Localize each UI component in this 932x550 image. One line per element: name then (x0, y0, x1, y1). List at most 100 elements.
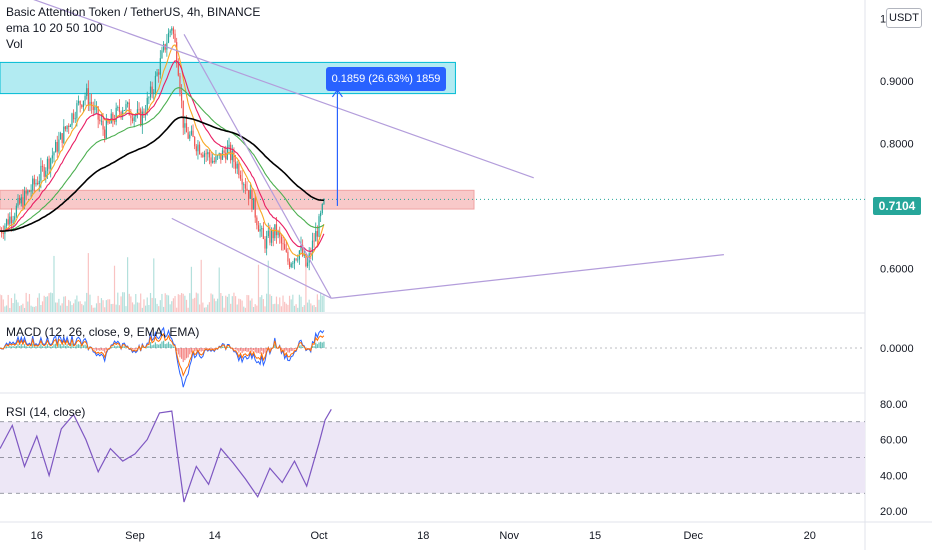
chart-title: Basic Attention Token / TetherUS, 4h, BI… (6, 5, 261, 19)
ema-legend[interactable]: ema 10 20 50 100 (6, 21, 103, 35)
candle-body (64, 126, 67, 130)
macd-histogram-bar (226, 346, 228, 348)
volume-bar (197, 293, 199, 312)
candle-body (146, 97, 148, 114)
macd-histogram-bar (202, 348, 204, 351)
volume-bar (32, 306, 34, 312)
volume-bar (187, 307, 189, 312)
volume-bar (73, 303, 75, 312)
candle-body (148, 97, 150, 99)
candle-body (300, 244, 302, 251)
candle-body (205, 153, 207, 155)
rsi-legend[interactable]: RSI (14, close) (6, 405, 86, 419)
candle-body (122, 110, 124, 116)
macd-histogram-bar (182, 348, 184, 363)
macd-histogram-bar (77, 344, 80, 348)
volume-bar (220, 293, 222, 312)
macd-histogram-bar (25, 346, 27, 348)
volume-bar (99, 302, 101, 312)
macd-histogram-bar (298, 345, 300, 348)
macd-histogram-bar (107, 348, 109, 349)
candle-body (25, 190, 27, 194)
volume-bar (313, 304, 315, 312)
volume-bar (69, 301, 71, 312)
volume-bar (28, 294, 31, 312)
volume-bar (112, 303, 114, 312)
volume-bar (123, 292, 125, 312)
time-tick-label: Oct (310, 530, 327, 542)
candle-body (1, 231, 3, 234)
candle-body (158, 72, 160, 75)
volume-bar (33, 306, 35, 312)
candle-body (269, 230, 271, 243)
macd-histogram-bar (233, 348, 235, 350)
currency-button[interactable]: USDT (886, 8, 922, 28)
candle-body (86, 88, 88, 96)
macd-histogram-bar (295, 348, 297, 350)
volume-bar (63, 296, 65, 312)
volume-bar (267, 260, 269, 312)
macd-histogram-bar (136, 348, 139, 350)
macd-histogram-bar (208, 348, 210, 349)
volume-bar (55, 302, 57, 312)
rsi-tick-label: 80.00 (880, 399, 908, 411)
volume-bar (51, 293, 53, 312)
volume-bar (41, 301, 44, 312)
volume-bar (261, 295, 263, 312)
volume-bar (203, 307, 206, 312)
volume-bar (102, 300, 104, 312)
volume-bar (208, 302, 210, 312)
macd-histogram-bar (305, 348, 307, 349)
candle-body (256, 217, 258, 226)
volume-bar (115, 304, 117, 312)
candle-body (176, 42, 178, 64)
volume-bar (149, 292, 152, 312)
candle-body (282, 243, 284, 245)
candle-body (107, 119, 109, 123)
candle-body (55, 142, 57, 153)
macd-histogram-bar (5, 346, 8, 348)
candle-body (32, 178, 34, 191)
macd-histogram-bar (207, 348, 209, 350)
volume-bar (128, 293, 130, 312)
time-tick-label: 20 (804, 530, 816, 542)
macd-histogram-bar (33, 347, 35, 348)
candle-body (280, 236, 282, 244)
macd-histogram-bar (17, 344, 19, 348)
candle-body (189, 134, 191, 139)
volume-bar (215, 301, 217, 312)
macd-histogram-bar (23, 344, 26, 348)
candle-body (74, 118, 76, 120)
volume-bar (274, 303, 276, 312)
rsi-tick-label: 40.00 (880, 470, 908, 482)
macd-histogram-bar (153, 344, 155, 348)
candle-body (297, 259, 299, 261)
volume-bar (192, 298, 194, 312)
volume-bar (277, 304, 279, 312)
macd-histogram-bar (95, 348, 98, 351)
volume-bar (205, 307, 207, 312)
volume-bar (290, 299, 292, 312)
volume-bar (272, 304, 274, 312)
macd-histogram-bar (156, 344, 158, 348)
macd-histogram-bar (148, 346, 150, 348)
macd-histogram-bar (243, 348, 245, 352)
candle-body (210, 157, 212, 163)
volume-bar (248, 295, 250, 312)
macd-legend[interactable]: MACD (12, 26, close, 9, EMA, EMA) (6, 325, 200, 339)
volume-bar (249, 300, 251, 312)
volume-bar (130, 296, 132, 312)
candle-body (153, 92, 155, 94)
macd-tick-label: 0.0000 (880, 343, 914, 355)
macd-histogram-bar (244, 348, 246, 351)
volume-bar (300, 296, 302, 312)
candle-body (105, 119, 107, 139)
candle-body (77, 101, 80, 104)
candle-body (53, 152, 55, 156)
candle-body (59, 133, 62, 140)
volume-legend[interactable]: Vol (6, 37, 23, 51)
macd-histogram-bar (59, 344, 62, 348)
volume-bar (223, 307, 225, 312)
candle-body (82, 100, 85, 108)
